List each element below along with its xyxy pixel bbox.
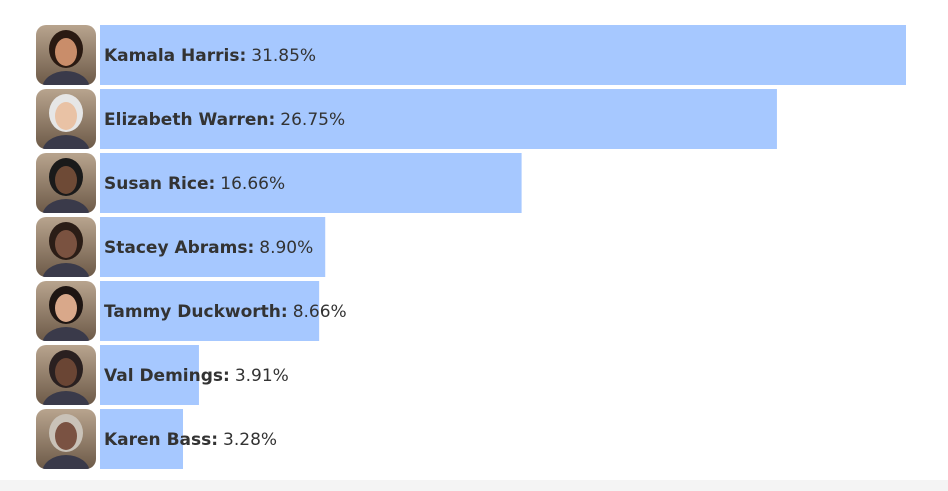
category-label: Elizabeth Warren:	[104, 110, 275, 130]
bar	[100, 281, 320, 341]
avatar-face	[55, 38, 77, 66]
bar-label: Karen Bass: 3.28%	[104, 430, 277, 450]
category-label: Stacey Abrams:	[104, 238, 254, 258]
category-label: Tammy Duckworth:	[104, 302, 288, 322]
avatar-face	[55, 166, 77, 194]
avatar-body	[42, 71, 90, 85]
avatar	[36, 281, 96, 341]
avatar-face	[55, 230, 77, 258]
avatar-body	[42, 455, 90, 469]
bar	[100, 345, 199, 405]
category-label: Val Demings:	[104, 366, 230, 386]
bar-label: Stacey Abrams: 8.90%	[104, 238, 313, 258]
avatar-face	[55, 358, 77, 386]
avatar-face	[55, 422, 77, 450]
avatar	[36, 89, 96, 149]
bar-label: Val Demings: 3.91%	[104, 366, 289, 386]
value-label: 8.66%	[293, 302, 347, 322]
bar-label: Kamala Harris: 31.85%	[104, 46, 316, 66]
bar-label: Elizabeth Warren: 26.75%	[104, 110, 345, 130]
value-label: 16.66%	[220, 174, 285, 194]
value-label: 8.90%	[259, 238, 313, 258]
bar	[100, 25, 906, 85]
value-label: 31.85%	[251, 46, 316, 66]
bar	[100, 89, 777, 149]
avatar	[36, 217, 96, 277]
bar	[100, 409, 184, 469]
avatar-face	[55, 102, 77, 130]
bar-label: Tammy Duckworth: 8.66%	[104, 302, 347, 322]
category-label: Susan Rice:	[104, 174, 215, 194]
avatar-body	[42, 327, 90, 341]
avatar-body	[42, 135, 90, 149]
footer-strip	[0, 480, 948, 491]
bar-label: Susan Rice: 16.66%	[104, 174, 285, 194]
avatar-body	[42, 199, 90, 213]
avatar	[36, 25, 96, 85]
value-label: 3.91%	[235, 366, 289, 386]
avatar	[36, 409, 96, 469]
avatar	[36, 345, 96, 405]
category-label: Kamala Harris:	[104, 46, 246, 66]
value-label: 3.28%	[223, 430, 277, 450]
value-label: 26.75%	[280, 110, 345, 130]
avatar-body	[42, 391, 90, 405]
bar	[100, 153, 522, 213]
bar	[100, 217, 326, 277]
avatar	[36, 153, 96, 213]
avatar-face	[55, 294, 77, 322]
category-label: Karen Bass:	[104, 430, 218, 450]
avatar-body	[42, 263, 90, 277]
